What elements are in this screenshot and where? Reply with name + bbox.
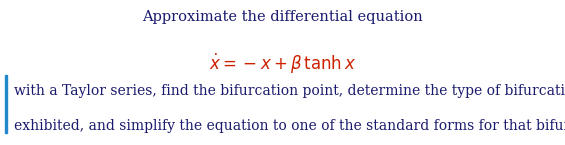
Text: exhibited, and simplify the equation to one of the standard forms for that bifur: exhibited, and simplify the equation to …	[14, 119, 565, 133]
Text: Approximate the differential equation: Approximate the differential equation	[142, 10, 423, 24]
Text: $\dot{x} = -x + \beta\,\mathrm{tanh}\, x$: $\dot{x} = -x + \beta\,\mathrm{tanh}\, x…	[209, 52, 356, 76]
Text: with a Taylor series, find the bifurcation point, determine the type of bifurcat: with a Taylor series, find the bifurcati…	[14, 84, 565, 98]
Bar	[5, 75, 7, 133]
